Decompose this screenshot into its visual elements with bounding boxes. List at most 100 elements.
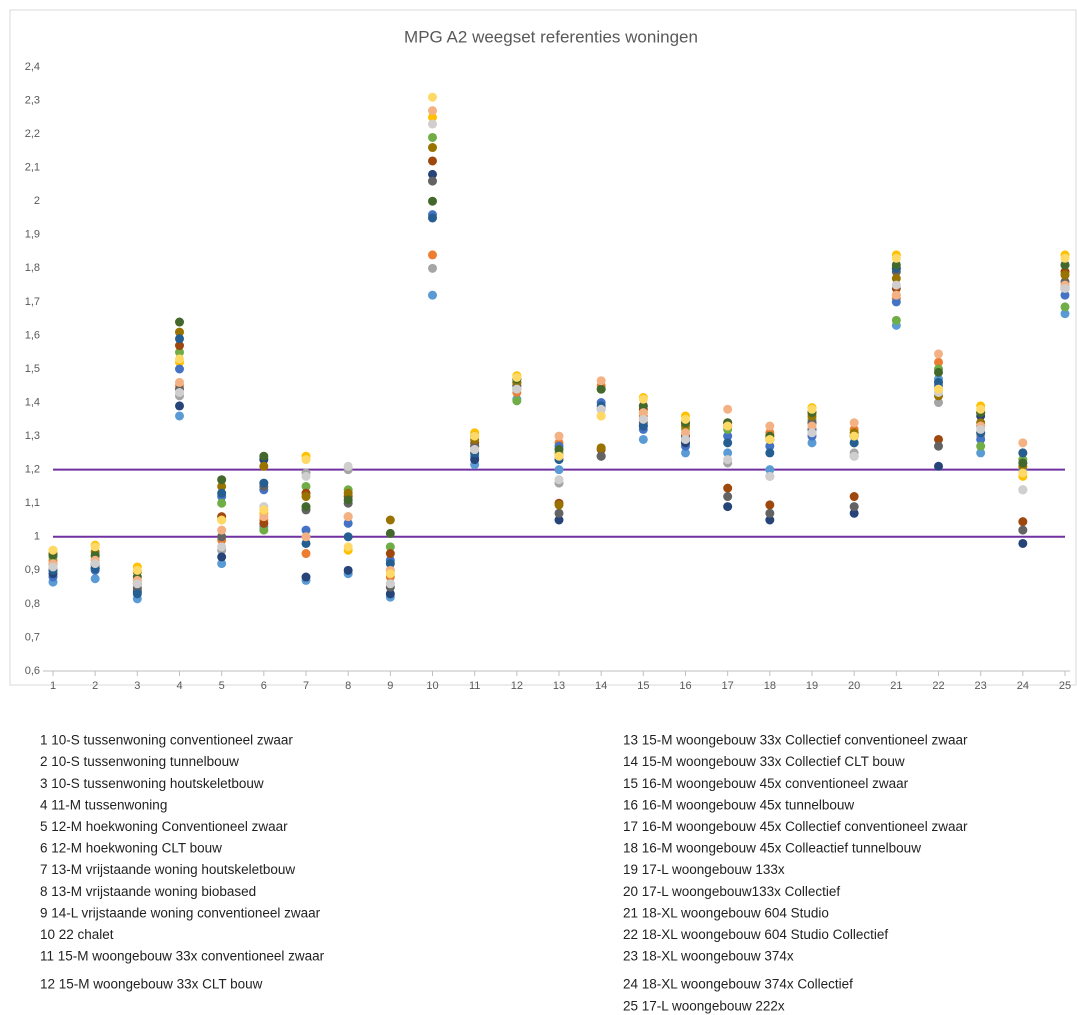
dot bbox=[175, 341, 184, 351]
legend-item: 20 17-L woongebouw133x Collectief bbox=[623, 884, 840, 899]
dot bbox=[723, 483, 733, 493]
y-tick-label: 0,7 bbox=[25, 631, 40, 643]
dot bbox=[723, 455, 733, 465]
dot bbox=[976, 404, 986, 414]
dot bbox=[849, 438, 859, 448]
x-tick-label: 22 bbox=[932, 680, 944, 692]
dot bbox=[512, 396, 522, 406]
dot bbox=[1018, 468, 1028, 478]
dot bbox=[428, 119, 437, 129]
legend-item: 22 18-XL woongebouw 604 Studio Collectie… bbox=[623, 927, 888, 942]
legend-item: 1 10-S tussenwoning conventioneel zwaar bbox=[40, 733, 293, 748]
dot bbox=[849, 502, 859, 512]
dot bbox=[596, 411, 606, 421]
legend-item: 3 10-S tussenwoning houtskeletbouw bbox=[40, 776, 264, 791]
dot bbox=[343, 512, 353, 522]
legend-item: 17 16-M woongebouw 45x Collectief conven… bbox=[623, 819, 968, 834]
dot bbox=[428, 156, 437, 166]
dot bbox=[976, 448, 986, 458]
legend-item: 2 10-S tussenwoning tunnelbouw bbox=[40, 754, 239, 769]
legend-item: 5 12-M hoekwoning Conventioneel zwaar bbox=[40, 819, 288, 834]
dot bbox=[849, 508, 859, 518]
dot bbox=[1018, 458, 1028, 468]
y-tick-label: 1,6 bbox=[25, 329, 40, 341]
y-tick-label: 1,2 bbox=[25, 464, 40, 476]
dot bbox=[891, 297, 901, 307]
legend-item: 12 15-M woongebouw 33x CLT bouw bbox=[40, 977, 263, 992]
dot bbox=[765, 421, 775, 431]
dot bbox=[90, 542, 100, 552]
x-tick-label: 11 bbox=[469, 680, 480, 692]
y-tick-label: 1,9 bbox=[25, 229, 40, 241]
dot bbox=[301, 502, 311, 512]
dot bbox=[1018, 438, 1028, 448]
dot bbox=[217, 515, 227, 525]
x-tick-label: 17 bbox=[722, 680, 734, 692]
dot bbox=[807, 428, 817, 438]
dot bbox=[343, 565, 353, 575]
dot bbox=[343, 461, 353, 471]
y-tick-label: 1,4 bbox=[25, 396, 40, 408]
dot bbox=[301, 492, 311, 502]
dot bbox=[891, 253, 901, 263]
dot bbox=[596, 404, 606, 414]
dot bbox=[385, 528, 395, 538]
dot bbox=[934, 349, 943, 359]
legend-item: 13 15-M woongebouw 33x Collectief conven… bbox=[623, 733, 968, 748]
dot bbox=[385, 579, 395, 589]
dot bbox=[217, 532, 227, 542]
dot bbox=[428, 176, 437, 186]
x-tick-label: 23 bbox=[975, 680, 987, 692]
dot bbox=[807, 421, 817, 431]
dot bbox=[301, 481, 311, 491]
dot bbox=[976, 441, 986, 451]
y-tick-label: 1,3 bbox=[25, 430, 40, 442]
dot bbox=[175, 364, 184, 374]
dot bbox=[1060, 302, 1070, 312]
legend-item: 9 14-L vrijstaande woning conventioneel … bbox=[40, 905, 321, 920]
dot bbox=[343, 488, 353, 498]
x-tick-label: 8 bbox=[345, 680, 351, 692]
dot bbox=[385, 549, 395, 559]
dot bbox=[343, 495, 353, 505]
dot bbox=[175, 387, 184, 397]
y-tick-label: 0,8 bbox=[25, 598, 40, 610]
dot bbox=[428, 143, 437, 153]
legend-item: 24 18-XL woongebouw 374x Collectief bbox=[623, 977, 853, 992]
y-tick-label: 2,3 bbox=[25, 94, 40, 106]
dot bbox=[723, 421, 733, 431]
dot bbox=[343, 518, 353, 528]
dot bbox=[301, 471, 311, 481]
dot bbox=[934, 441, 943, 451]
dot bbox=[175, 327, 184, 337]
dot bbox=[976, 424, 986, 434]
y-tick-label: 1,7 bbox=[25, 296, 40, 308]
dot bbox=[259, 518, 269, 528]
x-tick-label: 21 bbox=[890, 680, 902, 692]
legend-item: 14 15-M woongebouw 33x Collectief CLT bo… bbox=[623, 754, 905, 769]
dot bbox=[48, 545, 58, 555]
x-tick-label: 14 bbox=[595, 680, 607, 692]
x-tick-label: 9 bbox=[387, 680, 393, 692]
dot bbox=[681, 448, 690, 458]
x-tick-label: 16 bbox=[679, 680, 691, 692]
dot bbox=[723, 448, 733, 458]
dot bbox=[175, 411, 184, 421]
dot bbox=[723, 404, 733, 414]
dot bbox=[259, 525, 269, 535]
dot bbox=[765, 500, 775, 510]
y-tick-label: 1 bbox=[34, 531, 40, 543]
dot bbox=[428, 263, 437, 273]
dot bbox=[217, 552, 227, 562]
dot bbox=[638, 401, 648, 411]
dot bbox=[175, 401, 184, 411]
legend-item: 23 18-XL woongebouw 374x bbox=[623, 949, 794, 964]
y-tick-label: 2,4 bbox=[25, 61, 40, 73]
dot bbox=[1060, 253, 1070, 263]
y-tick-label: 2 bbox=[34, 195, 40, 207]
dot bbox=[217, 475, 227, 485]
dot bbox=[175, 347, 184, 357]
dot bbox=[1018, 538, 1028, 548]
dot bbox=[723, 438, 733, 448]
